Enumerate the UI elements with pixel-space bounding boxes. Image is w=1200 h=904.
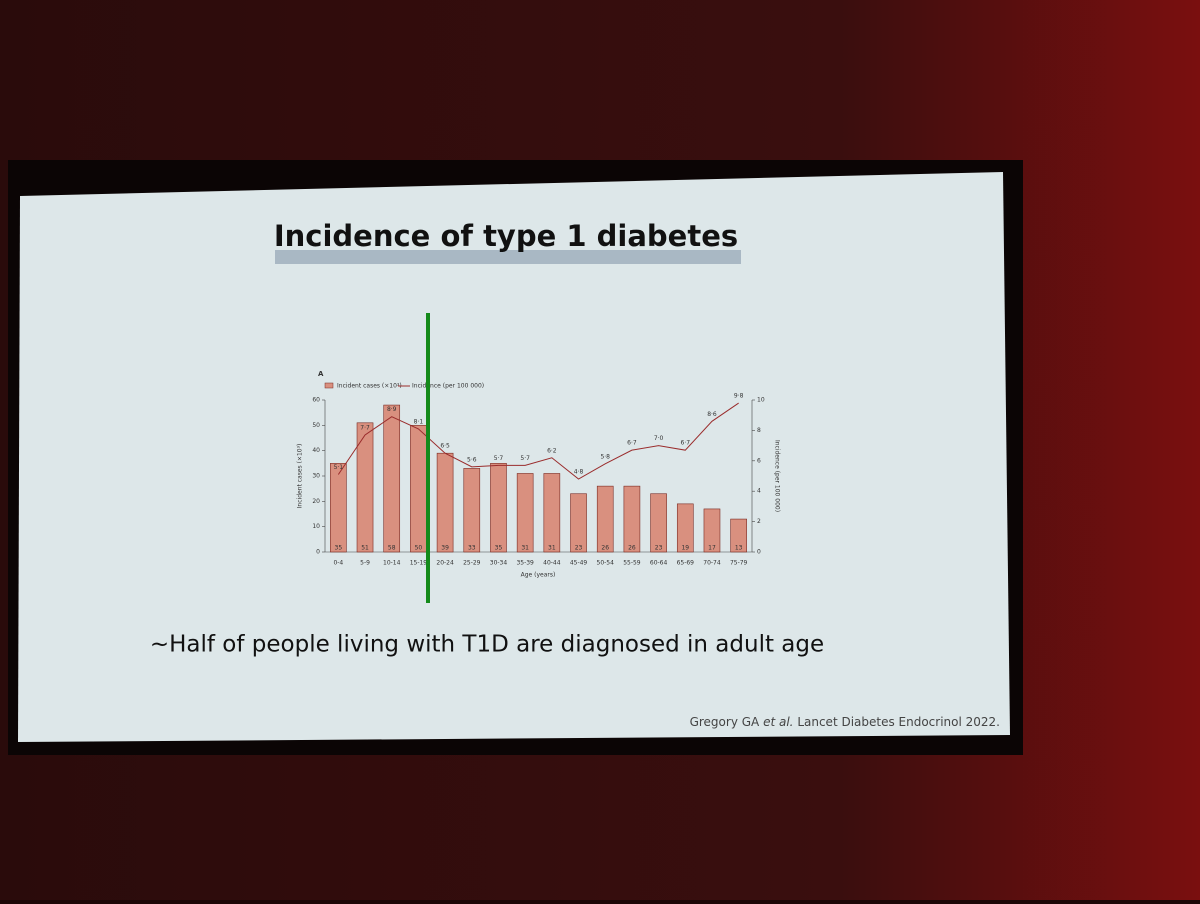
bar-value-label: 17 [708, 545, 716, 552]
line-value-label: 5·8 [600, 453, 610, 460]
x-tick-label: 5-9 [360, 560, 370, 567]
bar-value-label: 31 [548, 545, 556, 552]
x-tick-label: 65-69 [677, 560, 695, 567]
legend-swatch [324, 382, 334, 389]
bar [623, 485, 641, 553]
line-value-label: 8·6 [707, 411, 717, 418]
line-value-label: 5·7 [494, 455, 504, 462]
bar-value-label: 23 [575, 545, 583, 552]
bar-value-label: 39 [441, 545, 449, 552]
citation-source: Lancet Diabetes Endocrinol 2022. [797, 715, 1000, 729]
slide-title: Incidence of type 1 diabetes [274, 219, 738, 253]
x-tick-label: 20-24 [436, 560, 454, 567]
bar-value-label: 51 [361, 545, 369, 552]
bar-value-label: 26 [628, 545, 636, 552]
x-tick-label: 45-49 [570, 560, 588, 567]
y2-tick-label: 2 [757, 518, 761, 525]
bar [570, 493, 587, 553]
y-tick-label: 0 [316, 549, 320, 556]
line-value-label: 5·6 [467, 456, 477, 463]
citation-author: Gregory GA [690, 715, 760, 729]
line-value-label: 8·9 [387, 406, 397, 413]
bar [543, 473, 561, 553]
line-value-label: 8·1 [414, 418, 424, 425]
x-tick-label: 30-34 [490, 560, 508, 567]
line-value-label: 9·8 [734, 393, 744, 400]
line-value-label: 4·8 [574, 469, 584, 476]
y-axis-label: Incident cases (×10³) [297, 444, 304, 509]
bar [356, 422, 374, 553]
line-value-label: 7·7 [360, 424, 370, 431]
bar-value-label: 26 [601, 545, 609, 552]
bar-value-label: 58 [388, 545, 396, 552]
bar [596, 485, 614, 553]
x-tick-label: 75-79 [730, 560, 748, 567]
line-value-label: 5·1 [334, 464, 344, 471]
panel-label: A [318, 370, 324, 378]
y2-tick-label: 0 [757, 549, 761, 556]
bar [650, 493, 667, 553]
slide-caption: ~Half of people living with T1D are diag… [150, 632, 824, 658]
x-axis-label: Age (years) [521, 572, 556, 579]
line-value-label: 6·5 [440, 443, 450, 450]
x-tick-label: 60-64 [650, 560, 668, 567]
bar-value-label: 13 [735, 545, 743, 552]
line-value-label: 6·7 [681, 440, 691, 447]
bar [516, 473, 534, 553]
x-tick-label: 0-4 [333, 560, 343, 567]
x-tick-label: 15-19 [410, 560, 428, 567]
x-tick-label: 40-44 [543, 560, 561, 567]
y2-tick-label: 6 [757, 457, 761, 464]
bar-value-label: 35 [335, 545, 343, 552]
title-highlight [275, 250, 741, 264]
y-tick-label: 10 [312, 523, 320, 530]
citation-etal: et al. [763, 715, 793, 729]
bar-value-label: 35 [495, 545, 503, 552]
y2-tick-label: 8 [757, 427, 761, 434]
x-tick-label: 35-39 [516, 560, 534, 567]
bar [490, 463, 507, 553]
line-value-label: 6·2 [547, 447, 557, 454]
x-tick-label: 25-29 [463, 560, 481, 567]
y2-tick-label: 10 [757, 397, 765, 404]
bar [410, 425, 427, 553]
bar [676, 503, 694, 553]
slide [18, 172, 1010, 742]
bar [436, 452, 454, 553]
y-tick-label: 20 [312, 498, 320, 505]
y-tick-label: 60 [312, 397, 320, 404]
y-tick-label: 40 [312, 447, 320, 454]
bar-value-label: 31 [521, 545, 529, 552]
bar-value-label: 50 [415, 545, 423, 552]
chart: A Age (years) Incident cases (×10³) Inci… [297, 370, 781, 579]
bar [383, 404, 401, 553]
x-tick-label: 55-59 [623, 560, 641, 567]
line [337, 402, 739, 480]
x-tick-label: 70-74 [703, 560, 721, 567]
y-tick-label: 30 [312, 473, 320, 480]
bar-value-label: 19 [681, 545, 689, 552]
x-tick-label: 10-14 [383, 560, 401, 567]
y2-axis-label: Incidence (per 100 000) [774, 440, 781, 512]
line-value-label: 5·7 [520, 455, 530, 462]
bar [703, 508, 721, 553]
legend-label: Incidence (per 100 000) [412, 383, 484, 390]
y2-tick-label: 4 [757, 488, 761, 495]
bar-value-label: 33 [468, 545, 476, 552]
bar-value-label: 23 [655, 545, 663, 552]
bar [463, 468, 481, 553]
citation: Gregory GA et al. Lancet Diabetes Endocr… [690, 715, 1000, 729]
line-value-label: 6·7 [627, 440, 637, 447]
line-value-label: 7·0 [654, 435, 664, 442]
bar [330, 463, 347, 553]
x-tick-label: 50-54 [597, 560, 615, 567]
y-tick-label: 50 [312, 422, 320, 429]
legend-label: Incident cases (×10³) [337, 383, 402, 390]
bar [730, 518, 747, 553]
